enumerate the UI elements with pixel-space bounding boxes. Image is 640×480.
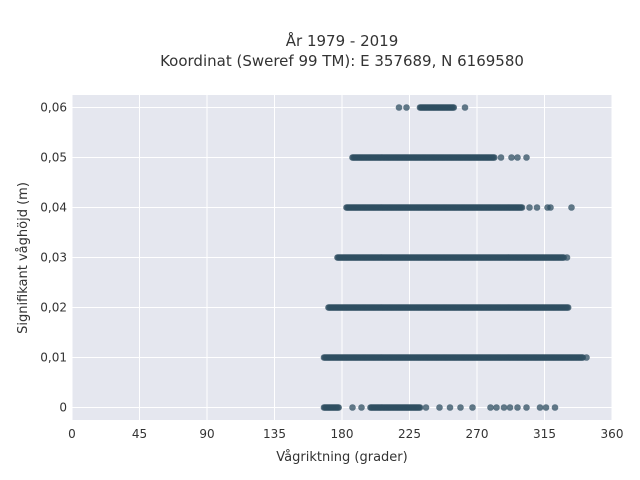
data-point [514,154,521,161]
data-point [564,304,572,311]
data-point [450,104,458,111]
data-point [422,404,430,411]
data-point [461,104,469,111]
data-point [547,204,554,211]
data-point [514,404,521,411]
x-tick-label-3: 135 [263,427,286,441]
data-point [583,354,590,361]
y-tick-label-0: 0 [59,401,67,415]
data-point [446,404,454,411]
data-point [542,404,550,411]
y-tick-label-1: 0,01 [40,351,67,365]
data-point [523,404,530,411]
data-point [493,404,500,411]
x-tick-label-7: 315 [533,427,556,441]
data-point [457,404,464,411]
data-point [416,404,424,411]
data-point [436,404,443,411]
data-point [533,204,541,211]
y-tick-label-4: 0,04 [40,201,67,215]
x-axis-label: Vågriktning (grader) [276,450,407,465]
data-point [563,254,571,261]
data-point [551,404,559,411]
y-axis-ticks: 0 0,01 0,02 0,03 0,04 0,05 0,06 [40,101,67,415]
x-tick-label-4: 180 [331,427,354,441]
data-point [349,404,356,411]
data-point [506,404,514,411]
data-point [358,404,365,411]
data-point [335,404,342,411]
data-point [518,204,526,211]
data-point [403,104,410,111]
y-tick-label-2: 0,02 [40,301,67,315]
data-point [395,104,403,111]
x-tick-label-1: 45 [132,427,147,441]
chart-subtitle: Koordinat (Sweref 99 TM): E 357689, N 61… [160,52,524,70]
data-point [497,154,505,161]
data-point [500,404,508,411]
x-tick-label-0: 0 [68,427,76,441]
x-tick-label-8: 360 [601,427,624,441]
y-tick-label-3: 0,03 [40,251,67,265]
data-point [508,154,515,161]
y-tick-label-6: 0,06 [40,101,67,115]
x-axis-ticks: 0 45 90 135 180 225 270 315 360 [68,427,623,441]
x-tick-label-6: 270 [466,427,489,441]
y-tick-label-5: 0,05 [40,151,67,165]
y-axis-label: Signifikant våghöjd (m) [16,182,31,334]
data-point [523,154,530,161]
data-points [320,104,590,411]
data-point [536,404,544,411]
data-point [526,204,533,211]
data-point [490,154,498,161]
data-point [469,404,476,411]
x-tick-label-2: 90 [199,427,214,441]
data-point [568,204,575,211]
chart-title: År 1979 - 2019 [286,31,399,50]
x-tick-label-5: 225 [398,427,421,441]
data-point [487,404,494,411]
